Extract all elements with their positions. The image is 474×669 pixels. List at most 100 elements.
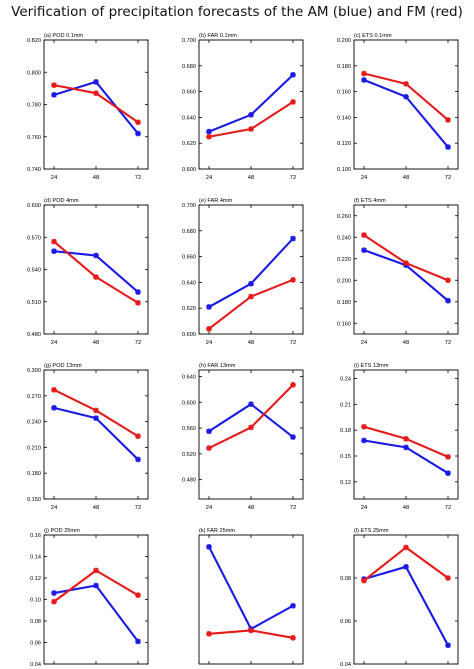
y-tick-label: 0.300	[27, 368, 41, 374]
y-tick-label: 0.540	[27, 268, 41, 274]
x-tick-label: 48	[248, 175, 254, 181]
plot-frame	[43, 39, 149, 170]
y-tick-label: 0.200	[337, 278, 351, 284]
data-point-fm	[445, 454, 451, 460]
panel-title: (k) FAR 25mm	[199, 528, 235, 534]
series-line-am	[363, 565, 449, 646]
data-point-fm	[403, 81, 409, 87]
y-tick-label: 0.210	[27, 445, 41, 451]
x-tick-label: 48	[93, 505, 99, 511]
y-tick-label: 0.180	[337, 300, 351, 306]
data-point-am	[361, 437, 367, 444]
data-point-fm	[290, 382, 296, 388]
x-tick-label: 72	[445, 175, 451, 181]
series-line-am	[208, 546, 294, 631]
x-tick-label: 48	[403, 340, 409, 346]
data-point-fm	[290, 99, 296, 105]
plot-frame	[353, 369, 459, 500]
data-point-am	[290, 235, 296, 242]
plot-frame	[43, 534, 149, 665]
data-point-fm	[135, 433, 141, 440]
data-point-fm	[206, 630, 212, 637]
y-tick-label: 0.08	[340, 576, 351, 582]
data-point-fm	[403, 260, 409, 266]
data-point-fm	[248, 627, 254, 634]
series-line-fm	[363, 234, 449, 282]
series-line-fm	[53, 240, 139, 304]
data-point-am	[93, 79, 99, 85]
plot-frame	[353, 534, 459, 665]
panel-title: (i) ETS 13mm	[354, 363, 389, 369]
series-line-am	[208, 403, 294, 438]
data-point-am	[51, 405, 57, 411]
data-point-am	[206, 543, 212, 550]
data-point-fm	[248, 293, 254, 300]
panel-title: (l) ETS 25mm	[354, 528, 389, 534]
data-point-fm	[93, 407, 99, 414]
data-point-fm	[135, 300, 141, 306]
x-tick-label: 48	[403, 175, 409, 181]
x-tick-label: 72	[135, 340, 141, 346]
x-tick-label: 72	[135, 505, 141, 511]
series-line-fm	[208, 278, 294, 330]
y-tick-label: 0.700	[182, 203, 196, 209]
data-point-am	[206, 304, 212, 310]
data-point-fm	[51, 238, 57, 245]
series-line-am	[53, 584, 139, 643]
y-tick-label: 0.10	[30, 598, 41, 604]
data-point-am	[135, 456, 141, 463]
y-tick-label: 0.600	[27, 203, 41, 209]
x-tick-label: 72	[445, 505, 451, 511]
series-line-am	[208, 74, 294, 133]
y-tick-label: 0.600	[182, 400, 196, 406]
data-point-am	[51, 590, 57, 596]
y-tick-label: 0.160	[337, 90, 351, 96]
y-tick-label: 0.14	[30, 555, 41, 561]
y-tick-label: 0.180	[27, 471, 41, 477]
data-point-fm	[206, 445, 212, 451]
panel-title: (b) FAR 0.1mm	[199, 33, 237, 39]
y-tick-label: 0.08	[30, 619, 41, 625]
x-tick-label: 24	[206, 175, 213, 181]
y-tick-label: 0.700	[182, 38, 196, 44]
x-tick-label: 24	[206, 340, 213, 346]
y-tick-label: 0.660	[182, 90, 196, 96]
y-tick-label: 0.120	[337, 141, 351, 147]
y-tick-label: 0.140	[337, 115, 351, 121]
data-point-fm	[445, 277, 451, 284]
y-tick-label: 0.760	[27, 135, 41, 141]
x-tick-label: 24	[206, 505, 213, 511]
plot-frame	[43, 369, 149, 500]
panel-title: (c) ETS 0.1mm	[354, 33, 392, 39]
data-point-am	[51, 92, 57, 98]
panel-title: (j) POD 25mm	[44, 528, 80, 534]
data-point-am	[248, 112, 254, 118]
x-tick-label: 24	[51, 505, 58, 511]
y-tick-label: 0.24	[340, 377, 351, 383]
x-tick-label: 24	[361, 340, 368, 346]
y-tick-label: 0.100	[337, 167, 351, 173]
figure-title: Verification of precipitation forecasts …	[11, 4, 463, 20]
data-point-am	[403, 444, 409, 451]
y-tick-label: 0.680	[182, 229, 196, 235]
data-point-fm	[290, 277, 296, 283]
data-point-fm	[51, 386, 57, 393]
y-tick-label: 0.820	[27, 38, 41, 44]
x-tick-label: 48	[93, 340, 99, 346]
data-point-fm	[93, 567, 99, 574]
data-point-fm	[206, 326, 212, 332]
panel-title: (d) POD 4mm	[44, 198, 79, 204]
x-tick-label: 72	[290, 175, 296, 181]
y-tick-label: 0.12	[340, 480, 351, 486]
x-tick-label: 72	[445, 340, 451, 346]
panel-title: (f) ETS 4mm	[354, 198, 386, 204]
data-point-fm	[135, 592, 141, 598]
data-point-fm	[135, 119, 141, 126]
data-point-fm	[361, 70, 367, 77]
data-point-am	[135, 638, 141, 645]
y-tick-label: 0.560	[182, 426, 196, 432]
y-tick-label: 0.270	[27, 394, 41, 400]
y-tick-label: 0.260	[337, 214, 351, 220]
y-tick-label: 0.16	[30, 533, 41, 539]
y-tick-label: 0.740	[27, 167, 41, 173]
